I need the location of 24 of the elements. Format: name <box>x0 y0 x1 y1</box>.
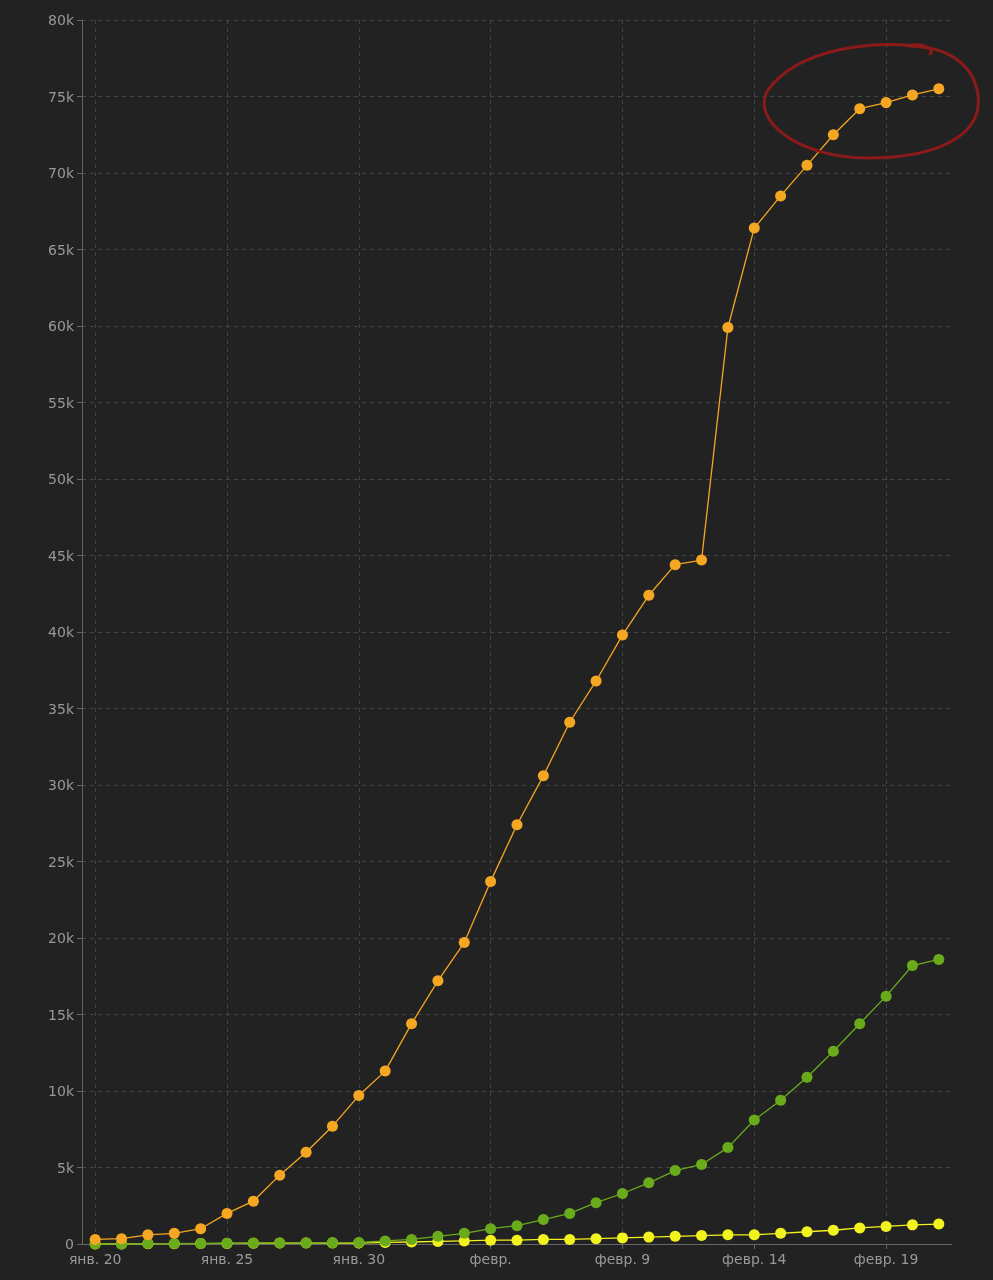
x-tick-label: янв. 20 <box>68 1251 122 1267</box>
x-tick-label: февр. <box>469 1251 512 1267</box>
x-tick-label: февр. 14 <box>722 1251 787 1267</box>
x-tick-label: янв. 25 <box>200 1251 254 1267</box>
y-tick-label: 15k <box>48 1006 75 1023</box>
y-tick-label: 35k <box>48 700 75 717</box>
y-tick-label: 45k <box>48 547 75 564</box>
y-tick-label: 70k <box>48 165 75 181</box>
y-tick-label: 5k <box>56 1159 75 1176</box>
y-tick-label: 30k <box>48 777 75 793</box>
y-tick-label: 80k <box>48 12 75 28</box>
x-tick-label: февр. 19 <box>853 1251 919 1267</box>
y-tick-label: 55k <box>48 394 75 411</box>
y-tick-label: 65k <box>48 241 75 258</box>
y-tick-label: 10k <box>48 1083 75 1099</box>
x-tick-label: февр. 9 <box>594 1251 651 1267</box>
y-tick-label: 25k <box>48 853 75 870</box>
y-tick-label: 60k <box>48 318 75 334</box>
x-tick-label: янв. 30 <box>332 1251 386 1267</box>
y-tick-label: 50k <box>48 471 75 487</box>
y-tick-label: 40k <box>48 624 75 640</box>
y-tick-label: 0 <box>65 1236 74 1252</box>
y-tick-label: 20k <box>48 930 75 946</box>
y-tick-label: 75k <box>48 88 75 105</box>
